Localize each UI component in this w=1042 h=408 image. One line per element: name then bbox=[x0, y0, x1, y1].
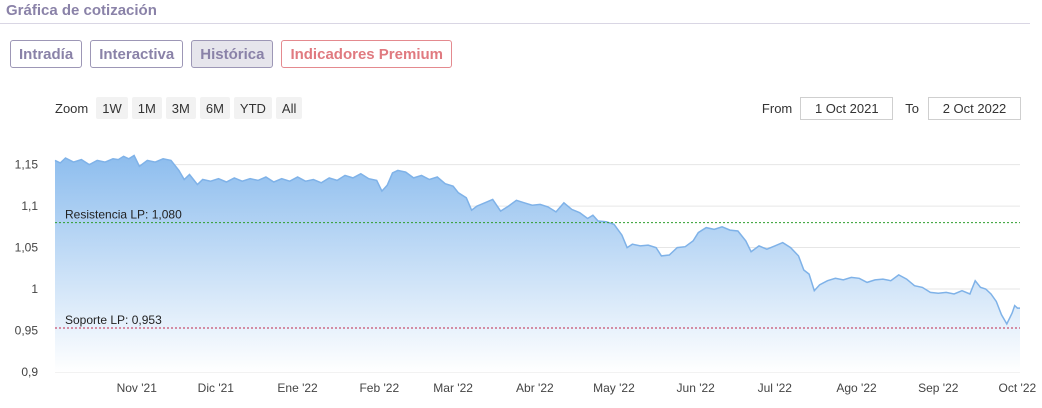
y-tick-label: 0,9 bbox=[21, 365, 38, 379]
zoom-3m-button[interactable]: 3M bbox=[165, 97, 196, 119]
support-label: Soporte LP: 0,953 bbox=[65, 313, 162, 327]
resistance-label: Resistencia LP: 1,080 bbox=[65, 208, 182, 222]
to-label: To bbox=[905, 101, 919, 116]
tab-historica[interactable]: Histórica bbox=[191, 40, 274, 68]
x-tick-label: Ago '22 bbox=[836, 381, 877, 395]
price-chart[interactable]: Resistencia LP: 1,080 Soporte LP: 0,953 1… bbox=[0, 140, 1042, 408]
price-area bbox=[55, 155, 1020, 372]
x-tick-label: Jul '22 bbox=[758, 381, 793, 395]
zoom-all-button[interactable]: All bbox=[275, 97, 303, 119]
x-tick-label: Sep '22 bbox=[918, 381, 959, 395]
zoom-label: Zoom bbox=[55, 100, 89, 116]
x-tick-label: Mar '22 bbox=[433, 381, 473, 395]
date-range: From To bbox=[762, 97, 1021, 120]
x-tick-label: Jun '22 bbox=[677, 381, 716, 395]
y-tick-label: 1 bbox=[31, 282, 38, 296]
tab-interactiva[interactable]: Interactiva bbox=[90, 40, 184, 68]
x-tick-label: Ene '22 bbox=[277, 381, 318, 395]
y-tick-label: 1,1 bbox=[21, 199, 38, 213]
y-tick-label: 1,05 bbox=[15, 241, 39, 255]
tab-intradia[interactable]: Intradía bbox=[10, 40, 83, 68]
zoom-1w-button[interactable]: 1W bbox=[96, 97, 128, 119]
x-tick-label: Dic '21 bbox=[198, 381, 235, 395]
y-tick-label: 0,95 bbox=[15, 324, 39, 338]
zoom-6m-button[interactable]: 6M bbox=[199, 97, 230, 119]
x-tick-label: Abr '22 bbox=[516, 381, 554, 395]
x-tick-label: Feb '22 bbox=[359, 381, 399, 395]
zoom-selector: Zoom 1W 1M 3M 6M YTD All bbox=[55, 97, 303, 119]
x-tick-label: Nov '21 bbox=[117, 381, 158, 395]
title-divider bbox=[0, 23, 1030, 24]
price-line bbox=[54, 154, 1020, 326]
zoom-1m-button[interactable]: 1M bbox=[131, 97, 162, 119]
zoom-ytd-button[interactable]: YTD bbox=[233, 97, 272, 119]
from-label: From bbox=[761, 101, 793, 116]
x-tick-label: May '22 bbox=[593, 381, 635, 395]
chart-tabs: Intradía Interactiva Histórica Indicador… bbox=[10, 40, 452, 68]
to-date-input[interactable] bbox=[928, 97, 1021, 120]
y-tick-label: 1,15 bbox=[15, 158, 39, 172]
section-title: Gráfica de cotización bbox=[6, 2, 157, 19]
from-date-input[interactable] bbox=[800, 97, 894, 120]
x-tick-label: Oct '22 bbox=[999, 381, 1037, 395]
tab-indicadores-premium[interactable]: Indicadores Premium bbox=[281, 40, 452, 68]
